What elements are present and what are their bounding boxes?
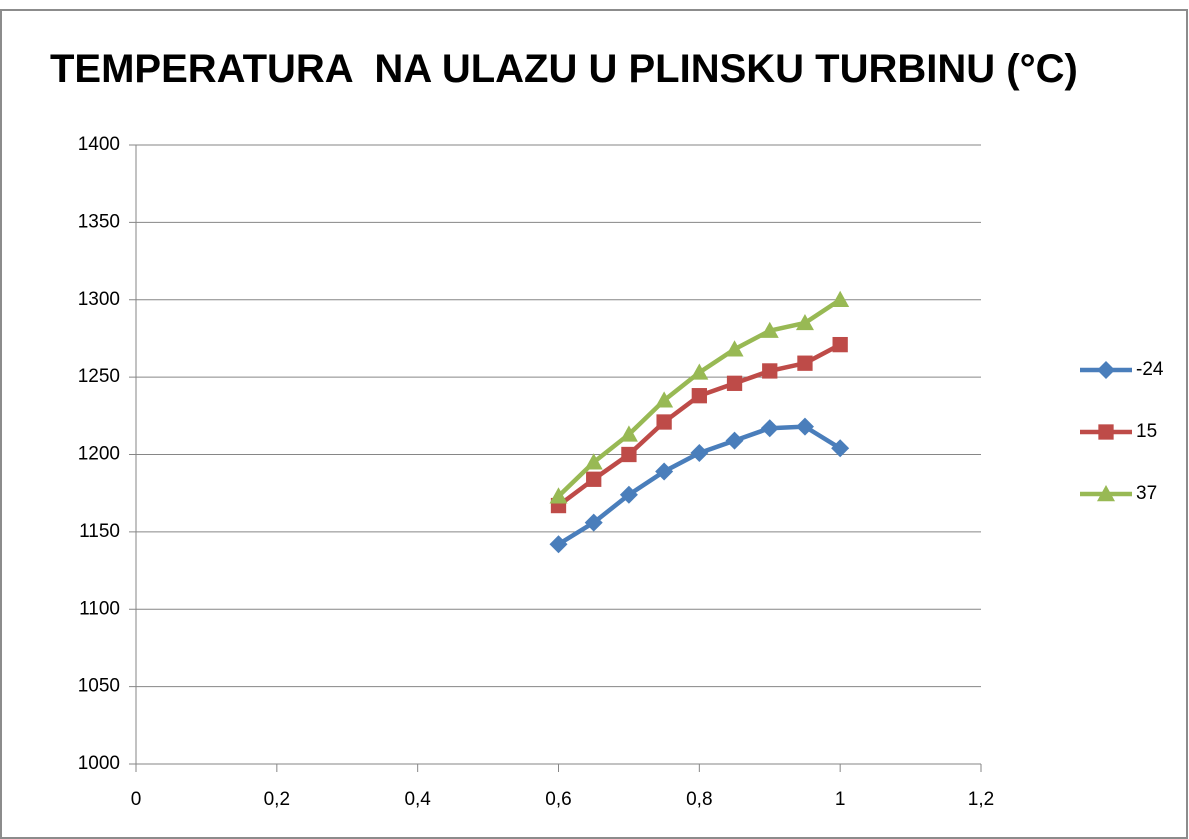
y-tick-label: 1200 bbox=[78, 444, 120, 465]
marker bbox=[656, 414, 672, 430]
marker bbox=[726, 375, 743, 391]
chart-title: TEMPERATURA NA ULAZU U PLINSKU TURBINU (… bbox=[50, 47, 1078, 91]
x-tick-label: 1 bbox=[835, 789, 846, 810]
marker bbox=[762, 363, 778, 379]
x-tick-label: 0,2 bbox=[264, 789, 290, 810]
marker bbox=[760, 419, 779, 438]
legend-label: 37 bbox=[1136, 483, 1157, 504]
y-tick-label: 1400 bbox=[78, 134, 120, 155]
chart-border bbox=[0, 9, 1188, 839]
y-tick-label: 1350 bbox=[78, 211, 120, 232]
y-tick-label: 1100 bbox=[79, 598, 120, 619]
marker bbox=[831, 439, 850, 458]
marker bbox=[1098, 424, 1114, 440]
marker bbox=[549, 535, 568, 554]
x-tick-label: 1,2 bbox=[968, 789, 994, 810]
y-tick-label: 1300 bbox=[78, 289, 120, 310]
marker bbox=[760, 321, 779, 338]
y-tick-label: 1150 bbox=[79, 521, 120, 542]
marker bbox=[832, 336, 848, 353]
marker bbox=[1097, 361, 1115, 379]
marker bbox=[690, 363, 709, 380]
marker bbox=[795, 417, 814, 436]
x-tick-label: 0,4 bbox=[404, 789, 431, 810]
marker bbox=[1097, 485, 1115, 502]
x-tick-label: 0,6 bbox=[545, 789, 571, 810]
marker bbox=[797, 355, 813, 371]
x-tick-label: 0,8 bbox=[686, 789, 712, 810]
y-tick-label: 1050 bbox=[78, 676, 120, 697]
marker bbox=[725, 431, 744, 450]
marker bbox=[795, 313, 814, 331]
marker bbox=[584, 453, 603, 470]
marker bbox=[619, 425, 638, 442]
marker bbox=[831, 290, 850, 307]
marker bbox=[691, 388, 707, 404]
marker bbox=[619, 485, 638, 504]
y-tick-label: 1250 bbox=[78, 366, 120, 387]
legend-label: 15 bbox=[1136, 421, 1157, 442]
marker bbox=[725, 340, 744, 357]
marker bbox=[655, 462, 674, 481]
marker bbox=[549, 487, 568, 504]
marker bbox=[655, 391, 674, 408]
x-tick-label: 0 bbox=[131, 789, 142, 810]
y-tick-label: 1000 bbox=[78, 753, 120, 774]
marker bbox=[621, 446, 637, 463]
legend-label: -24 bbox=[1136, 359, 1164, 380]
marker bbox=[584, 513, 603, 532]
marker bbox=[690, 443, 709, 462]
marker bbox=[586, 471, 602, 487]
